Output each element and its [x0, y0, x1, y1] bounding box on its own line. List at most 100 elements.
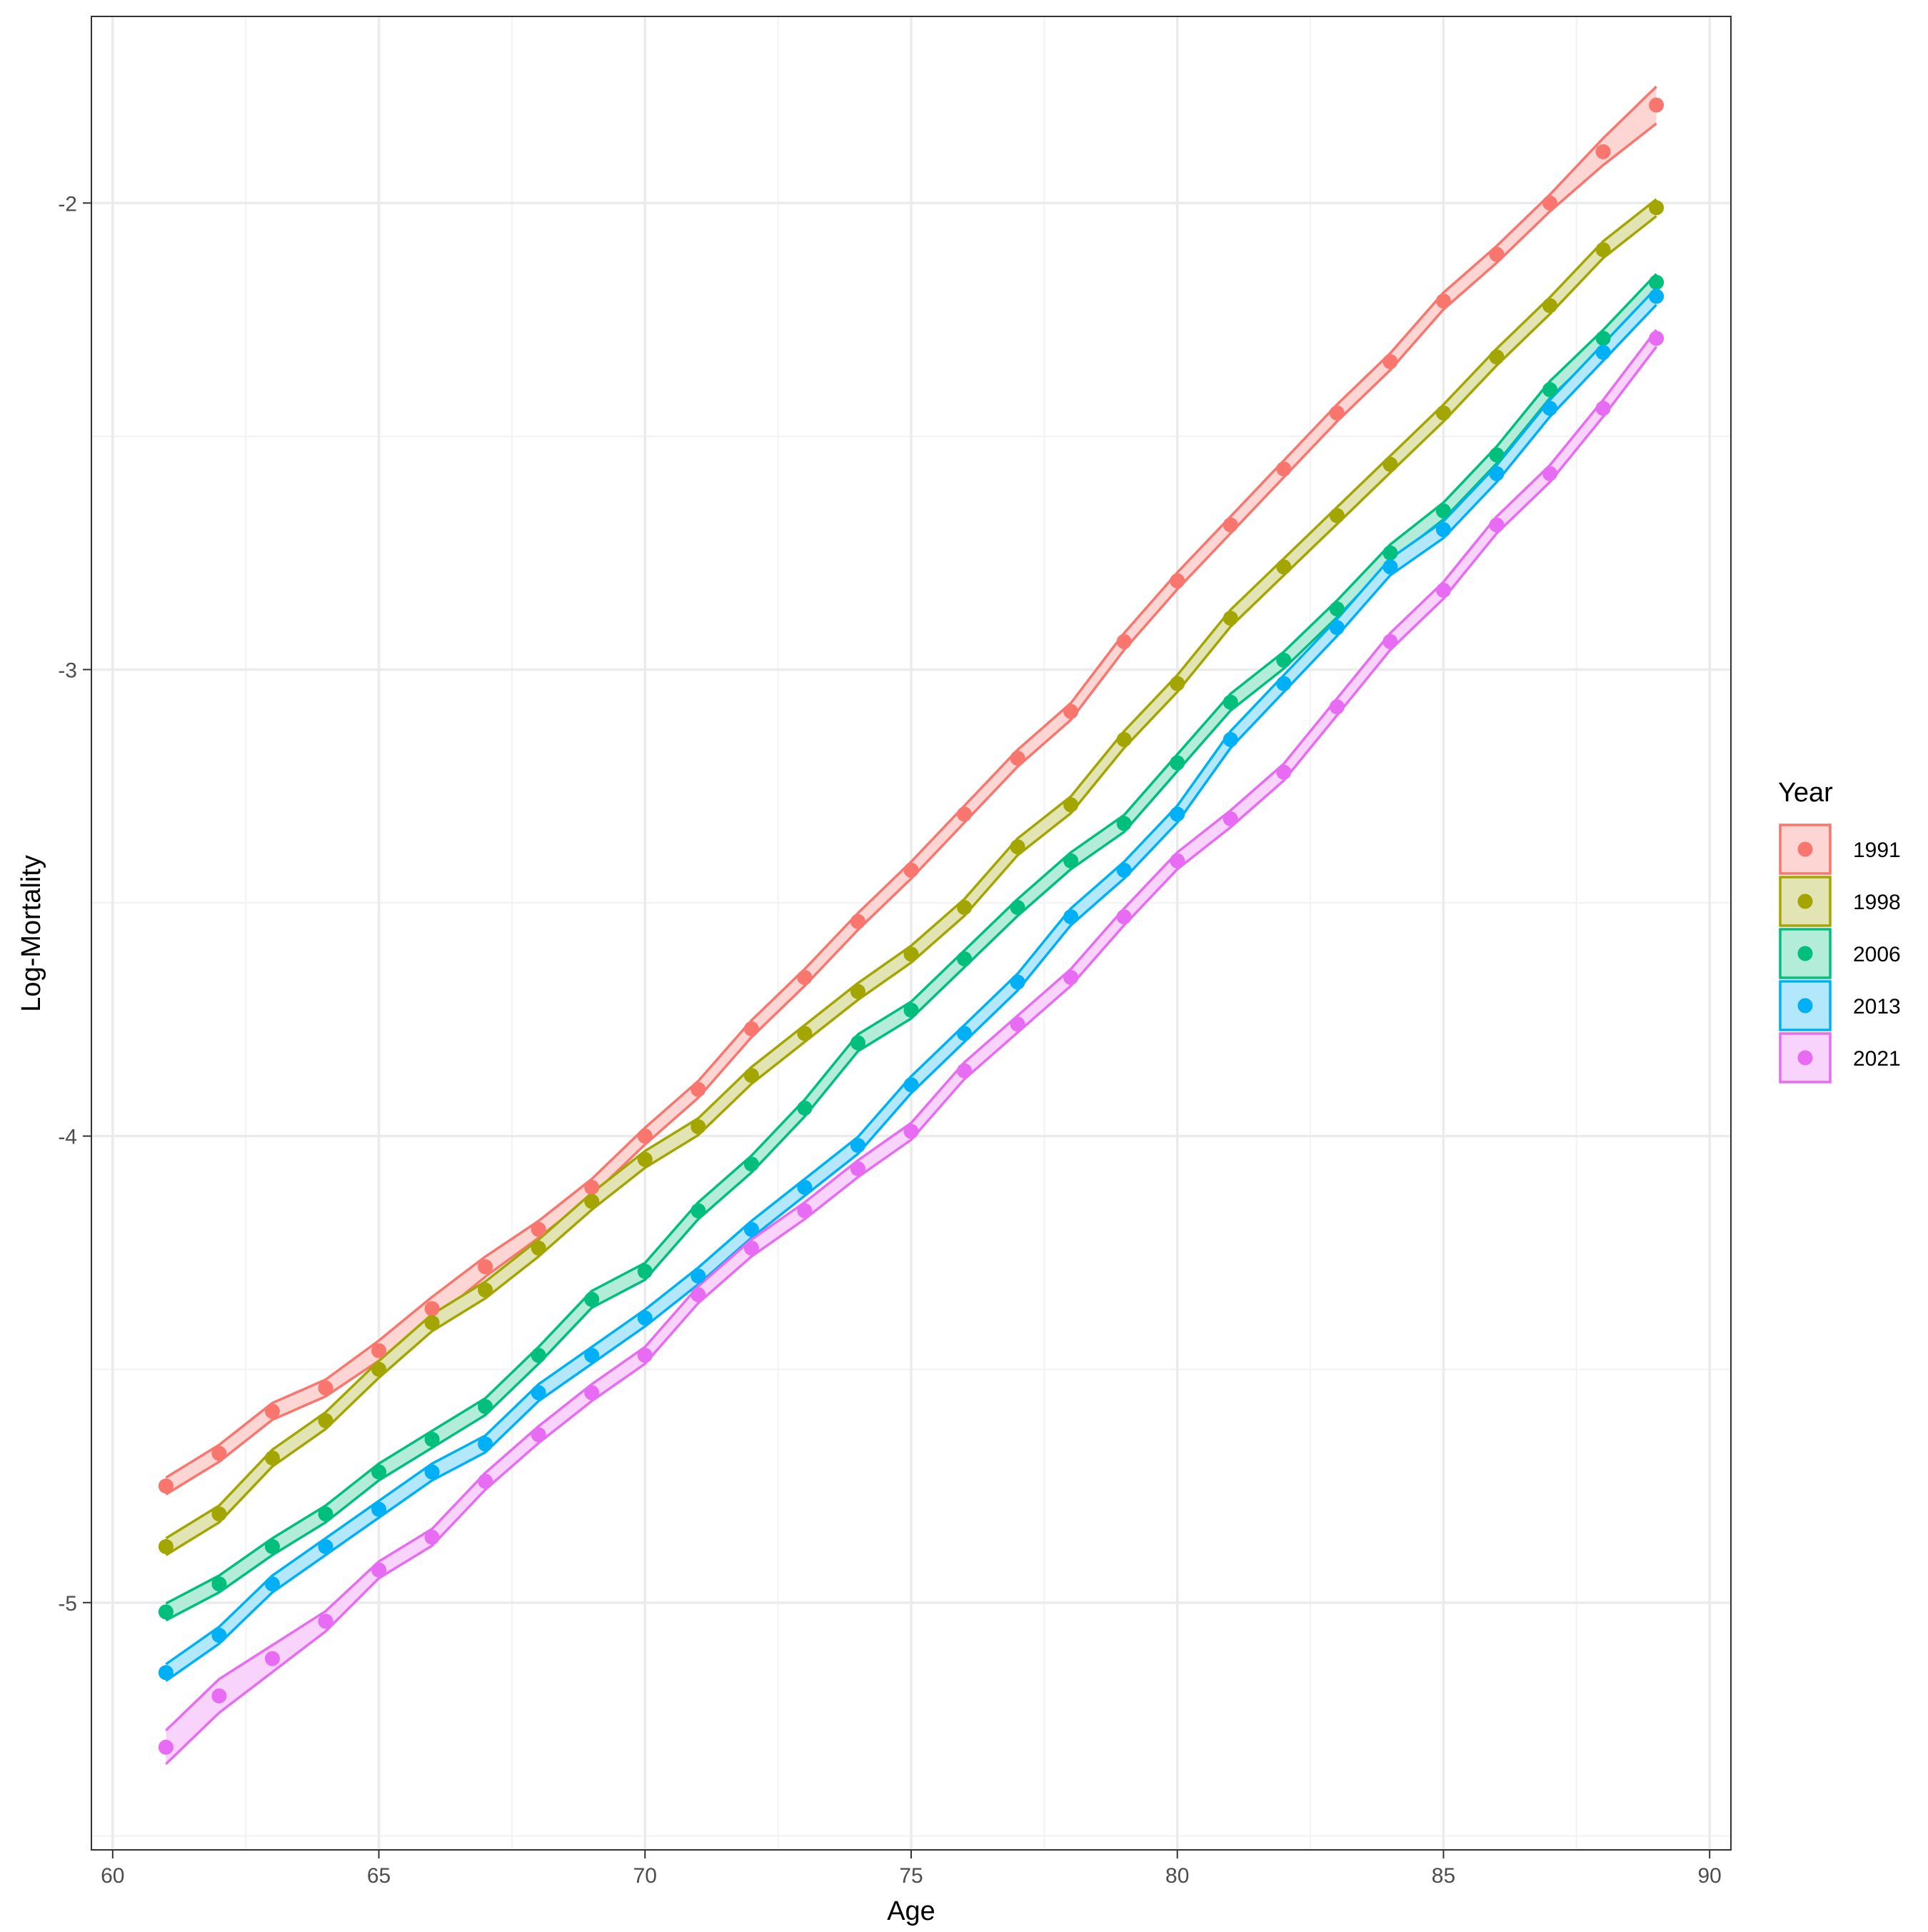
data-point-2006	[1170, 755, 1185, 771]
data-point-1998	[957, 900, 973, 916]
confidence-bands	[165, 85, 1657, 1766]
band-upper-1991	[165, 85, 1657, 1479]
data-point-1998	[1276, 559, 1292, 575]
axes: 60 65 70 75 80 85 90 -5 -4 -3 -2	[58, 192, 1722, 1888]
data-point-2013	[371, 1501, 387, 1517]
data-point-1998	[371, 1361, 387, 1377]
legend-item-1991: 1991	[1779, 824, 1901, 875]
data-point-2013	[1489, 466, 1505, 481]
data-point-2013	[1329, 620, 1345, 636]
x-tick-label: 90	[1697, 1864, 1721, 1888]
band-fill-2021	[166, 329, 1657, 1764]
data-point-2021	[1276, 764, 1292, 780]
data-point-2006	[1595, 331, 1611, 346]
data-point-1991	[1276, 461, 1292, 477]
data-point-1991	[318, 1380, 333, 1396]
data-point-1991	[1542, 195, 1558, 211]
data-point-2013	[584, 1348, 600, 1363]
data-point-1991	[1116, 634, 1132, 649]
data-point-2013	[1595, 344, 1611, 360]
data-point-1998	[1542, 298, 1558, 314]
data-point-2021	[1649, 331, 1665, 346]
data-point-2021	[1170, 853, 1185, 869]
data-point-1998	[903, 946, 919, 962]
data-point-2013	[318, 1538, 333, 1554]
data-point-1998	[478, 1282, 493, 1298]
legend-label-2021: 2021	[1853, 1047, 1901, 1071]
data-point-2013	[1010, 974, 1025, 990]
data-point-2006	[318, 1506, 333, 1522]
legend-title: Year	[1778, 778, 1833, 808]
data-point-2021	[1063, 970, 1079, 986]
data-point-2006	[1489, 447, 1505, 463]
data-point-2013	[478, 1436, 493, 1452]
data-point-2006	[903, 1002, 919, 1018]
data-point-2021	[903, 1123, 919, 1139]
data-point-2021	[637, 1348, 653, 1363]
data-point-2021	[584, 1385, 600, 1401]
data-point-1998	[691, 1119, 706, 1135]
data-point-1998	[1595, 242, 1611, 258]
data-point-1991	[691, 1081, 706, 1097]
data-point-2013	[531, 1385, 546, 1401]
data-point-1998	[531, 1240, 546, 1256]
data-point-2006	[1542, 382, 1558, 398]
data-point-1991	[264, 1403, 280, 1419]
data-point-2006	[637, 1263, 653, 1279]
legend-key-point-1991	[1797, 841, 1813, 857]
y-axis-title: Log-Mortality	[16, 855, 46, 1012]
data-point-1991	[637, 1128, 653, 1144]
data-point-2013	[1435, 521, 1451, 537]
data-point-1998	[637, 1151, 653, 1167]
data-point-2013	[1649, 289, 1665, 304]
data-point-2006	[424, 1431, 440, 1447]
legend-item-2021: 2021	[1779, 1032, 1901, 1083]
data-point-2006	[264, 1538, 280, 1554]
data-point-1998	[158, 1538, 174, 1554]
data-point-1991	[957, 806, 973, 822]
data-point-2021	[797, 1203, 813, 1218]
x-tick-label: 85	[1432, 1864, 1455, 1888]
data-point-1991	[531, 1221, 546, 1237]
data-point-1991	[1063, 704, 1079, 719]
data-point-2006	[1329, 601, 1345, 617]
data-point-2006	[584, 1291, 600, 1307]
data-point-1991	[1382, 354, 1398, 369]
data-point-2021	[531, 1427, 546, 1443]
data-point-2013	[691, 1268, 706, 1284]
data-point-2021	[1435, 582, 1451, 598]
x-tick-label: 80	[1165, 1864, 1189, 1888]
data-point-1991	[158, 1478, 174, 1494]
data-point-2013	[637, 1310, 653, 1326]
band-lower-2021	[165, 346, 1657, 1766]
data-point-1991	[211, 1446, 227, 1461]
data-point-1998	[211, 1506, 227, 1522]
data-point-2006	[850, 1035, 865, 1051]
data-point-2013	[1276, 676, 1292, 691]
data-point-1998	[1010, 839, 1025, 855]
data-point-2006	[1222, 694, 1238, 710]
data-point-1998	[424, 1315, 440, 1331]
data-point-1991	[1170, 573, 1185, 589]
data-point-2021	[1595, 401, 1611, 416]
data-point-1998	[1063, 797, 1079, 813]
data-point-2021	[1382, 634, 1398, 649]
data-point-2013	[158, 1665, 174, 1681]
data-point-2006	[1063, 853, 1079, 869]
data-point-1991	[1329, 405, 1345, 421]
data-point-2006	[531, 1348, 546, 1363]
data-point-2013	[850, 1138, 865, 1153]
data-point-1998	[797, 1026, 813, 1041]
legend-label-2013: 2013	[1853, 995, 1901, 1018]
legend-label-2006: 2006	[1853, 943, 1901, 966]
legend-key-1998	[1779, 876, 1832, 927]
data-point-1998	[1170, 676, 1185, 691]
legend-key-point-2013	[1797, 998, 1813, 1013]
data-point-2021	[318, 1613, 333, 1629]
data-point-2006	[211, 1576, 227, 1592]
data-point-1991	[1435, 293, 1451, 309]
legend-label-1998: 1998	[1853, 891, 1901, 914]
band-upper-2013	[165, 286, 1657, 1666]
